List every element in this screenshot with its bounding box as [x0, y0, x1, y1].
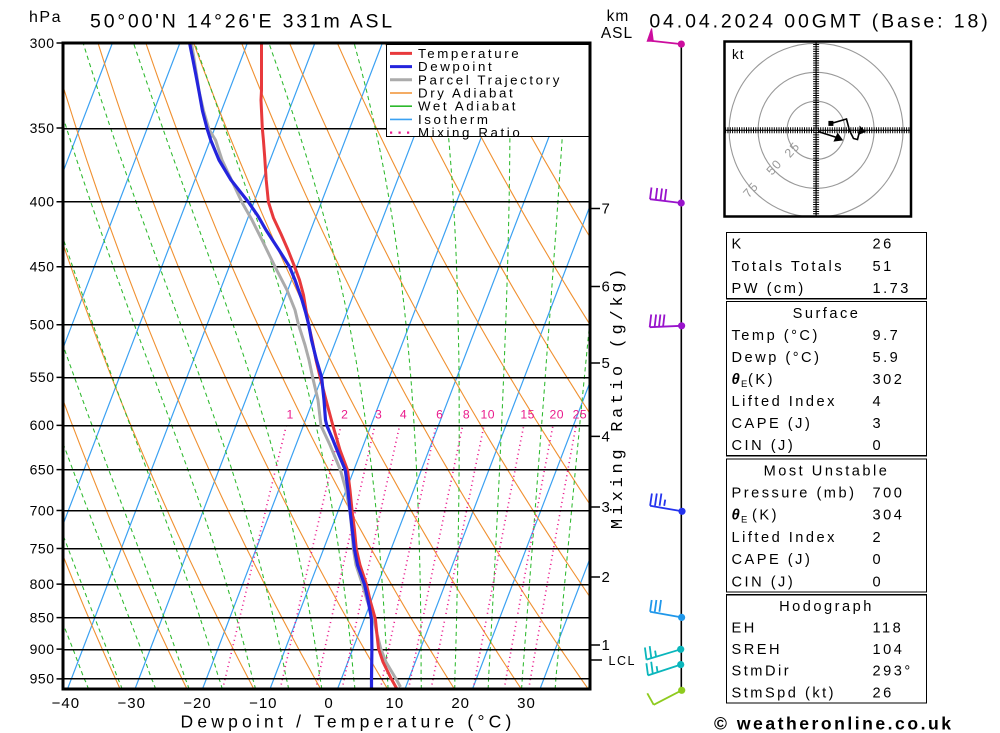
svg-text:350: 350	[30, 120, 55, 136]
svg-text:400: 400	[30, 194, 55, 210]
svg-text:CIN (J): CIN (J)	[732, 438, 796, 454]
svg-text:Dewpoint: Dewpoint	[418, 59, 494, 74]
svg-text:302: 302	[873, 372, 905, 388]
svg-text:Surface: Surface	[793, 306, 861, 322]
svg-text:30: 30	[517, 695, 536, 712]
svg-text:hPa: hPa	[29, 9, 62, 26]
svg-text:ASL: ASL	[601, 25, 633, 42]
svg-text:0: 0	[873, 574, 884, 590]
svg-text:Mixing Ratio (g/kg): Mixing Ratio (g/kg)	[609, 265, 628, 529]
svg-text:20: 20	[451, 695, 470, 712]
svg-text:2: 2	[873, 530, 884, 546]
svg-text:600: 600	[30, 417, 55, 433]
svg-text:04.04.2024 00GMT (Base: 18): 04.04.2024 00GMT (Base: 18)	[649, 11, 990, 33]
svg-text:θ: θ	[732, 372, 740, 388]
svg-text:Hodograph: Hodograph	[779, 599, 874, 615]
svg-text:θ: θ	[732, 508, 740, 524]
svg-text:1: 1	[602, 637, 610, 654]
svg-text:950: 950	[30, 671, 55, 687]
svg-text:25: 25	[573, 408, 588, 422]
svg-text:LCL: LCL	[609, 654, 636, 668]
svg-text:3: 3	[873, 416, 884, 432]
svg-text:2: 2	[602, 569, 610, 586]
svg-text:51: 51	[873, 259, 894, 275]
svg-text:Mixing Ratio: Mixing Ratio	[418, 125, 522, 140]
svg-text:km: km	[607, 8, 630, 25]
svg-text:0: 0	[873, 438, 884, 454]
svg-text:10: 10	[386, 695, 405, 712]
svg-text:26: 26	[873, 237, 894, 253]
svg-text:450: 450	[30, 259, 55, 275]
svg-text:550: 550	[30, 369, 55, 385]
svg-text:10: 10	[481, 408, 496, 422]
svg-text:304: 304	[873, 508, 905, 524]
svg-text:2: 2	[341, 408, 348, 422]
svg-text:StmSpd (kt): StmSpd (kt)	[732, 685, 837, 701]
svg-text:300: 300	[30, 35, 55, 51]
svg-text:Isotherm: Isotherm	[418, 112, 491, 127]
svg-text:Parcel Trajectory: Parcel Trajectory	[418, 72, 562, 87]
svg-text:Dewpoint / Temperature (°C): Dewpoint / Temperature (°C)	[180, 712, 515, 732]
svg-text:3: 3	[375, 408, 382, 422]
svg-text:700: 700	[30, 502, 55, 518]
svg-text:4: 4	[602, 429, 610, 446]
svg-text:(K): (K)	[752, 508, 779, 524]
svg-text:8: 8	[463, 408, 470, 422]
svg-text:StmDir: StmDir	[732, 664, 792, 680]
svg-text:Dewp (°C): Dewp (°C)	[732, 350, 822, 366]
svg-text:(K): (K)	[748, 372, 775, 388]
svg-text:293°: 293°	[873, 664, 913, 680]
svg-text:6: 6	[602, 279, 610, 296]
svg-text:−30: −30	[117, 695, 145, 712]
svg-text:Totals Totals: Totals Totals	[732, 259, 845, 275]
svg-text:9.7: 9.7	[873, 328, 901, 344]
svg-text:Lifted Index: Lifted Index	[732, 530, 837, 546]
svg-text:SREH: SREH	[732, 642, 783, 658]
svg-text:5: 5	[602, 355, 610, 372]
svg-text:Temp (°C): Temp (°C)	[732, 328, 820, 344]
svg-text:E: E	[741, 379, 747, 390]
svg-text:4: 4	[400, 408, 407, 422]
svg-text:−20: −20	[183, 695, 211, 712]
svg-text:Wet Adiabat: Wet Adiabat	[418, 99, 518, 114]
svg-text:0: 0	[324, 695, 333, 712]
svg-text:© weatheronline.co.uk: © weatheronline.co.uk	[714, 714, 954, 733]
svg-text:1: 1	[287, 408, 294, 422]
svg-text:Lifted Index: Lifted Index	[732, 394, 837, 410]
svg-text:K: K	[732, 237, 744, 253]
svg-text:118: 118	[873, 620, 904, 636]
svg-text:CIN (J): CIN (J)	[732, 574, 796, 590]
svg-text:−10: −10	[249, 695, 277, 712]
svg-text:CAPE (J): CAPE (J)	[732, 552, 813, 568]
svg-text:3: 3	[602, 499, 610, 516]
svg-text:700: 700	[873, 486, 905, 502]
svg-text:750: 750	[30, 540, 55, 556]
svg-text:650: 650	[30, 461, 55, 477]
svg-text:PW (cm): PW (cm)	[732, 281, 806, 297]
svg-text:Pressure (mb): Pressure (mb)	[732, 486, 857, 502]
svg-text:Dry Adiabat: Dry Adiabat	[418, 86, 515, 101]
svg-text:104: 104	[873, 642, 905, 658]
svg-text:50°00'N 14°26'E 331m ASL: 50°00'N 14°26'E 331m ASL	[90, 11, 395, 33]
svg-text:7: 7	[602, 201, 610, 218]
svg-text:15: 15	[520, 408, 535, 422]
svg-text:CAPE (J): CAPE (J)	[732, 416, 813, 432]
svg-text:1.73: 1.73	[873, 281, 911, 297]
svg-text:5.9: 5.9	[873, 350, 901, 366]
svg-text:E: E	[741, 515, 747, 526]
svg-text:800: 800	[30, 576, 55, 592]
svg-text:850: 850	[30, 609, 55, 625]
svg-text:4: 4	[873, 394, 884, 410]
svg-text:0: 0	[873, 552, 884, 568]
svg-text:EH: EH	[732, 620, 757, 636]
svg-text:Temperature: Temperature	[418, 46, 521, 61]
svg-text:kt: kt	[732, 47, 745, 62]
svg-text:20: 20	[550, 408, 565, 422]
svg-text:Most Unstable: Most Unstable	[764, 463, 890, 479]
svg-text:26: 26	[873, 685, 894, 701]
svg-text:6: 6	[436, 408, 443, 422]
svg-text:900: 900	[30, 641, 55, 657]
svg-text:500: 500	[30, 317, 55, 333]
svg-text:−40: −40	[52, 695, 80, 712]
